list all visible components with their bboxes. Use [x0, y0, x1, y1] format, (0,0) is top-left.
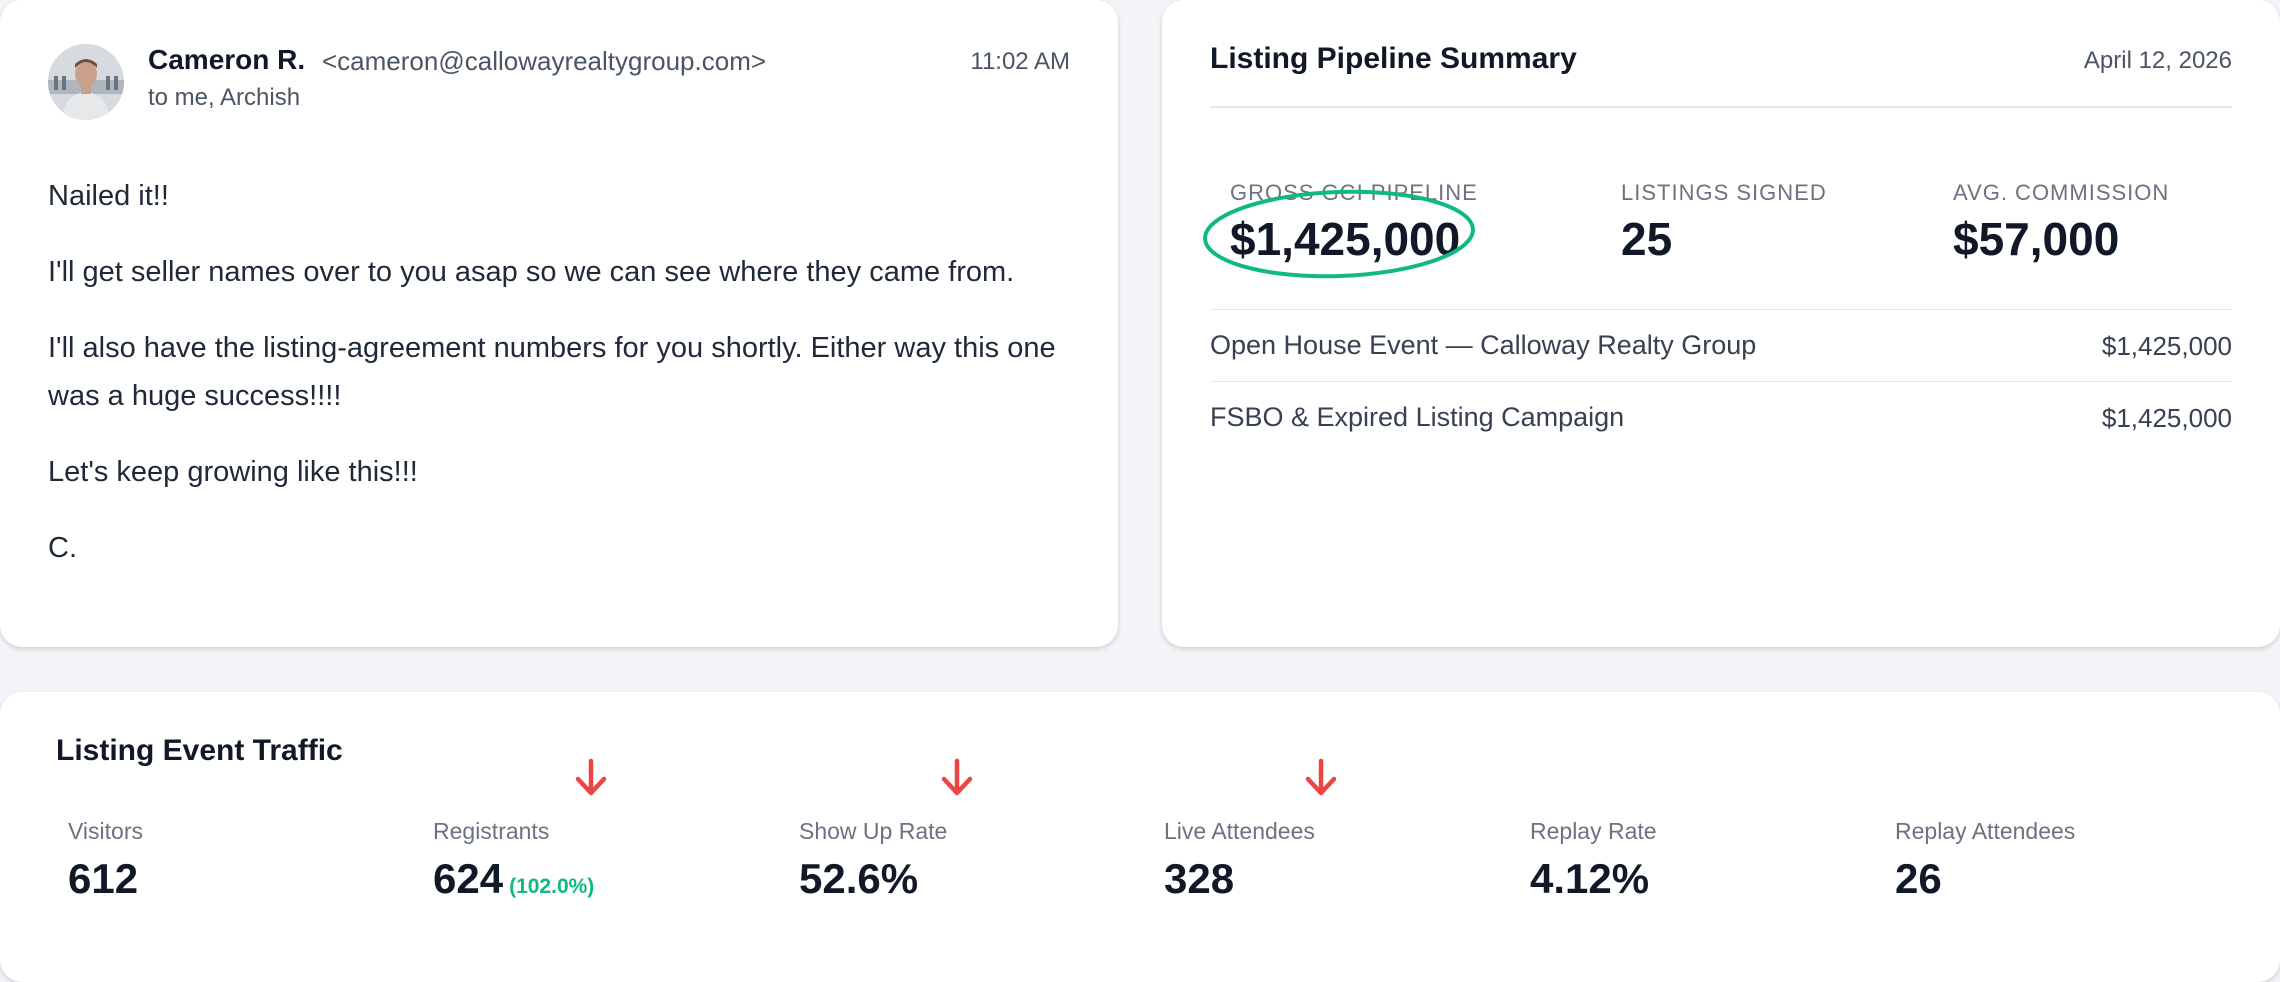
stat-value-row: 624 (102.0%) [433, 855, 594, 903]
email-timestamp: 11:02 AM [970, 48, 1070, 75]
arrow-down-icon [941, 758, 973, 796]
row-divider [1210, 381, 2232, 382]
stat-live-attendees: Live Attendees 328 [1164, 818, 1315, 903]
email-body: Nailed it!! I'll get seller names over t… [48, 172, 1078, 600]
stat-visitors: Visitors 612 [68, 818, 143, 903]
metric-value-gci: $1,425,000 [1230, 213, 1461, 265]
pipeline-row-label: Open House Event — Calloway Realty Group [1210, 330, 1757, 360]
avatar-photo [48, 44, 124, 120]
email-card: Cameron R. <cameron@callowayrealtygroup.… [0, 0, 1118, 647]
stat-replay-attendees: Replay Attendees 26 [1895, 818, 2075, 903]
header-divider [1210, 106, 2232, 108]
arrow-down-icon [575, 758, 607, 796]
email-signature: C. [48, 532, 77, 564]
stat-label: Replay Attendees [1895, 818, 2076, 844]
stat-label: Replay Rate [1530, 818, 1657, 844]
metric-value-listings: 25 [1621, 213, 1673, 265]
stat-show-up-rate: Show Up Rate 52.6% [799, 818, 947, 903]
pipeline-row-value: $1,425,000 [2101, 331, 2232, 361]
stat-label: Live Attendees [1164, 818, 1315, 844]
stat-value: 52.6% [799, 855, 919, 902]
pipeline-row-label: FSBO & Expired Listing Campaign [1210, 402, 1625, 432]
recipients-line[interactable]: to me, Archish [148, 84, 301, 111]
stat-registrants: Registrants 624 (102.0%) [433, 818, 594, 903]
pipeline-row-value: $1,425,000 [2101, 403, 2232, 433]
pipeline-title: Listing Pipeline Summary [1210, 42, 1577, 75]
metric-value-commission: $57,000 [1953, 213, 2120, 265]
email-paragraph: Nailed it!! [48, 180, 169, 212]
stat-replay-rate: Replay Rate 4.12% [1530, 818, 1657, 903]
email-paragraph: I'll get seller names over to you asap s… [48, 256, 1015, 288]
stat-label: Registrants [433, 818, 550, 844]
stat-value: 26 [1895, 855, 1942, 902]
email-paragraph: Let's keep growing like this!!! [48, 456, 418, 488]
stat-percent-badge: (102.0%) [509, 875, 595, 898]
sender-avatar[interactable] [48, 44, 124, 120]
sender-email: <cameron@callowayrealtygroup.com> [322, 46, 767, 76]
highlight-circle-annotation [1203, 189, 1475, 279]
stat-value: 624 [433, 855, 504, 902]
metric-label-commission: AVG. COMMISSION [1953, 180, 2170, 205]
listing-event-traffic-card: Listing Event Traffic Visitors 612 Regis… [0, 692, 2280, 982]
pipeline-summary-card: Listing Pipeline Summary April 12, 2026 … [1162, 0, 2280, 647]
traffic-title: Listing Event Traffic [56, 734, 343, 767]
stat-value: 612 [68, 855, 139, 902]
stat-value: 4.12% [1530, 855, 1650, 902]
stat-label: Show Up Rate [799, 818, 948, 844]
metric-label-listings: LISTINGS SIGNED [1621, 180, 1827, 205]
email-paragraph: I'll also have the listing-agreement num… [48, 332, 1056, 412]
metrics-divider [1210, 309, 2232, 310]
pipeline-date: April 12, 2026 [2083, 47, 2232, 74]
stat-label: Visitors [68, 818, 143, 844]
sender-name[interactable]: Cameron R. [148, 44, 306, 75]
arrow-down-icon [1305, 758, 1337, 796]
stat-value: 328 [1164, 855, 1235, 902]
